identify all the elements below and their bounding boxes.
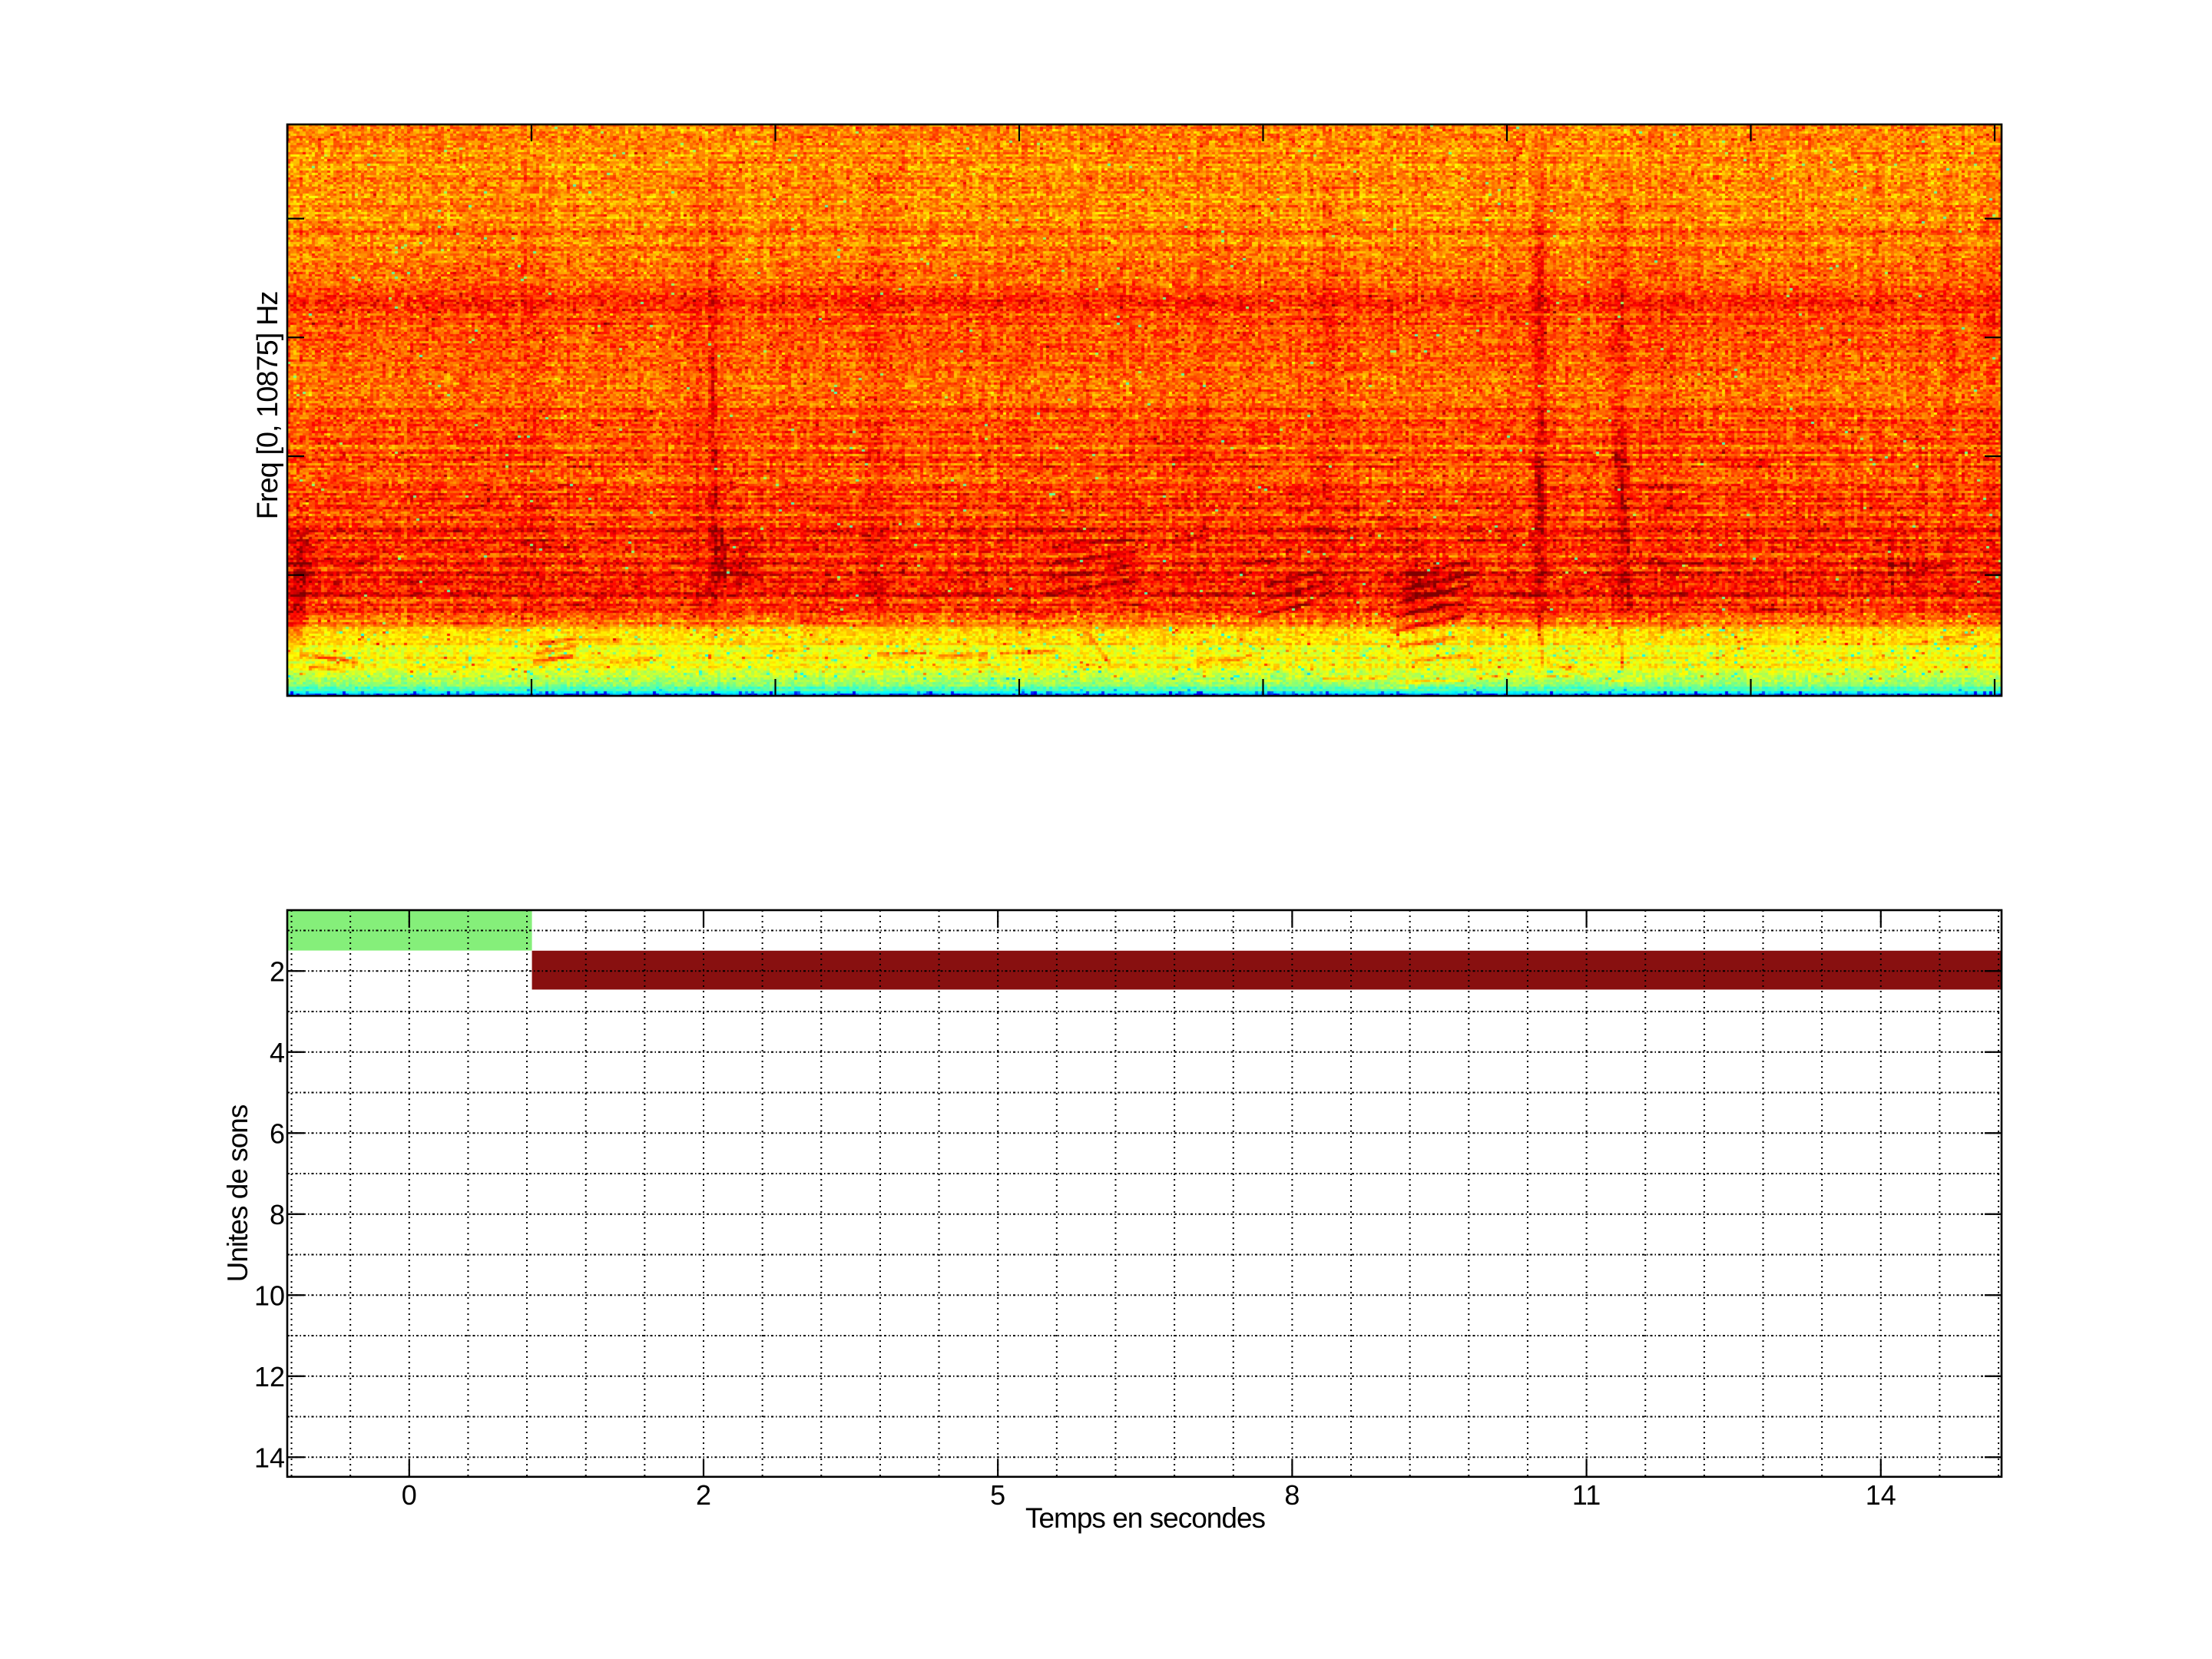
svg-text:14: 14 <box>1866 1479 1896 1511</box>
svg-text:Unites de sons: Unites de sons <box>222 1104 253 1282</box>
svg-text:2: 2 <box>270 955 285 987</box>
svg-text:Temps en secondes: Temps en secondes <box>1025 1502 1266 1534</box>
svg-text:10: 10 <box>254 1280 285 1311</box>
svg-text:8: 8 <box>1284 1479 1300 1511</box>
svg-text:2: 2 <box>696 1479 711 1511</box>
svg-text:8: 8 <box>270 1199 285 1230</box>
svg-text:5: 5 <box>990 1479 1005 1511</box>
svg-text:6: 6 <box>270 1118 285 1149</box>
svg-text:14: 14 <box>254 1442 285 1473</box>
svg-text:11: 11 <box>1572 1479 1601 1511</box>
svg-text:0: 0 <box>402 1479 417 1511</box>
svg-text:4: 4 <box>270 1037 285 1068</box>
svg-text:Freq [0, 10875] Hz: Freq [0, 10875] Hz <box>252 292 284 520</box>
svg-text:12: 12 <box>254 1361 285 1392</box>
